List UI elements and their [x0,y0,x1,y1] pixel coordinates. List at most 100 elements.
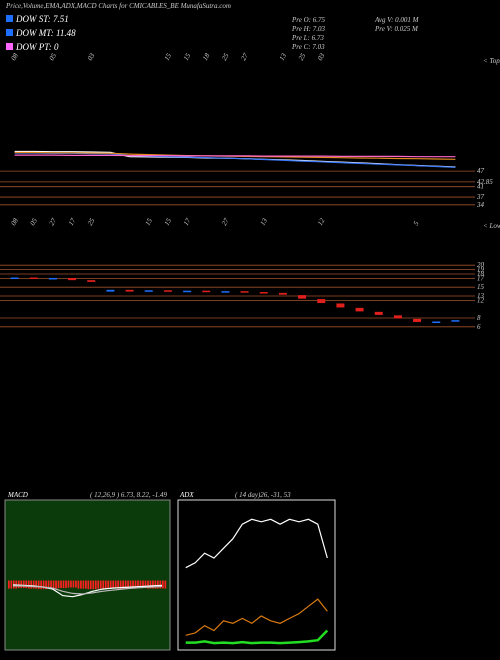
candle-body [432,321,441,324]
macd-histogram-bar [122,580,124,589]
macd-histogram-bar [67,580,70,588]
macd-title: MACD [7,491,28,499]
y-tick-label: 42.85 [477,178,493,186]
macd-histogram-bar [154,580,157,589]
y-tick-label: 18 [477,270,485,278]
x-tick-label: 17 [67,217,78,227]
macd-histogram-bar [65,580,67,589]
macd-histogram-bar [80,580,82,589]
macd-histogram-bar [134,580,137,589]
macd-histogram-bar [55,580,57,589]
series-line [14,154,456,158]
macd-histogram-bar [119,580,122,589]
macd-histogram-bar [97,580,100,589]
panel-annotation: < Tops [483,57,500,65]
stat-label: Pre V: 0.025 M [374,25,419,33]
macd-histogram-bar [47,580,50,589]
y-tick-label: 19 [477,266,485,274]
macd-histogram-bar [94,580,97,590]
x-tick-label: 15 [163,52,174,62]
macd-histogram-bar [17,580,20,589]
candle-body [374,311,383,315]
candle-body [106,289,115,292]
candle-body [202,290,211,293]
candle-body [48,277,57,280]
macd-histogram-bar [92,580,95,590]
macd-histogram-bar [50,580,52,589]
y-tick-label: 41 [477,183,484,191]
x-tick-label: 05 [48,52,59,62]
macd-histogram-bar [25,580,28,589]
macd-histogram-bar [164,580,167,589]
candle-body [240,291,249,293]
macd-histogram-bar [32,580,35,589]
x-tick-label: 18 [201,52,212,62]
legend-label: DOW MT: 11.48 [15,28,76,38]
x-tick-label: 25 [86,217,97,227]
macd-histogram-bar [10,580,13,589]
macd-subtitle: ( 12,26,9 ) 6.73, 8.22, -1.49 [90,491,167,499]
x-tick-label: 15 [144,217,155,227]
candle-body [29,277,38,280]
macd-histogram-bar [52,580,55,589]
y-tick-label: 6 [477,323,481,331]
macd-histogram-bar [62,580,65,589]
candle-body [221,291,230,293]
macd-histogram-bar [87,580,90,590]
candle-body [125,289,134,292]
macd-histogram-bar [82,580,85,589]
x-tick-label: 03 [86,52,97,62]
y-tick-label: 34 [476,201,485,209]
stat-label: Pre O: 6.75 [291,16,325,24]
candle-body [259,292,268,294]
macd-histogram-bar [57,580,60,589]
macd-histogram-bar [157,580,159,589]
macd-histogram-bar [159,580,162,589]
macd-histogram-bar [107,580,110,589]
x-tick-label: 03 [316,52,327,62]
macd-histogram-bar [149,580,152,589]
y-tick-label: 8 [477,314,481,322]
y-tick-label: 12 [477,296,485,304]
x-tick-label: 12 [316,217,327,227]
adx-subtitle: ( 14 day)26, -31, 53 [235,491,291,499]
legend-swatch [6,29,13,36]
macd-histogram-bar [77,580,80,589]
candle-body [68,277,77,281]
candle-body [451,320,460,322]
macd-histogram-bar [127,580,129,589]
macd-histogram-bar [112,580,115,589]
macd-histogram-bar [89,580,92,590]
series-line [185,629,329,645]
macd-histogram-bar [132,580,134,589]
macd-histogram-bar [40,580,42,590]
macd-histogram-bar [139,580,142,589]
macd-histogram-bar [99,580,102,589]
macd-histogram-bar [142,580,144,589]
y-tick-label: 47 [477,167,485,175]
candle-body [393,315,402,319]
macd-histogram-bar [147,580,149,589]
macd-histogram-bar [124,580,127,589]
x-tick-label: 5 [412,220,421,227]
candle-body [355,307,364,312]
macd-histogram-bar [27,580,30,589]
macd-histogram-bar [45,580,47,590]
legend-label: DOW ST: 7.51 [15,14,69,24]
x-tick-label: 27 [220,217,231,227]
series-line [185,598,328,636]
legend-label: DOW PT: 0 [15,42,59,52]
x-tick-label: 17 [182,217,193,227]
candle-body [163,290,172,292]
macd-histogram-bar [35,580,38,589]
stat-label: Pre L: 6.73 [291,34,324,42]
macd-histogram-bar [72,580,75,588]
stat-label: Pre C: 7.03 [291,43,325,51]
macd-histogram-bar [152,580,154,589]
candle-body [336,303,345,308]
candle-body [317,299,326,304]
candle-body [87,280,96,282]
candle-body [278,292,287,295]
legend-swatch [6,43,13,50]
